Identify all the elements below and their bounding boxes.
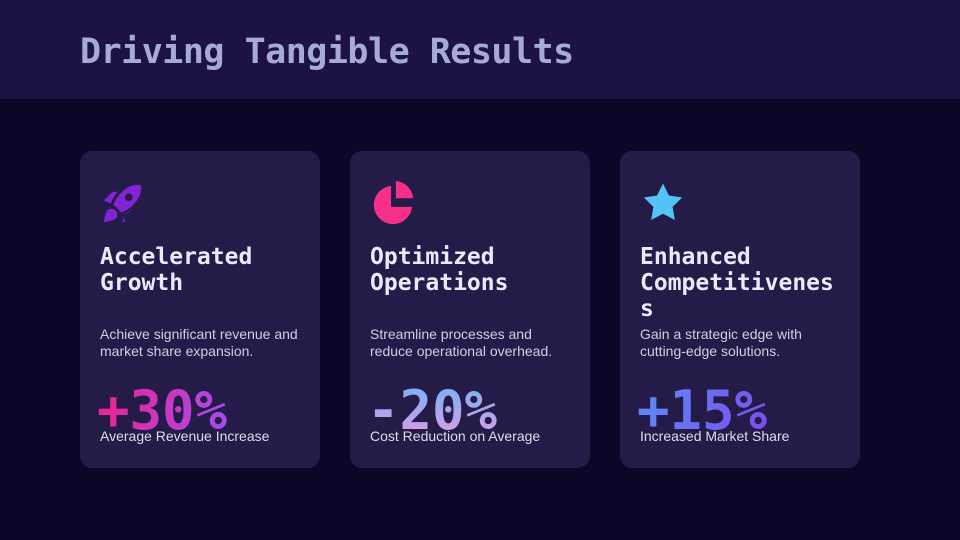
- stat-value: -20%: [367, 379, 498, 442]
- stat-value: +15%: [637, 379, 768, 442]
- card-description: Achieve significant revenue and market s…: [100, 326, 298, 359]
- card-description: Gain a strategic edge with cutting-edge …: [640, 326, 802, 359]
- star-icon: [640, 180, 686, 226]
- rocket-icon: [100, 180, 146, 226]
- card-description: Streamline processes and reduce operatio…: [370, 326, 553, 359]
- card-title: Accelerated Growth: [100, 244, 253, 296]
- pie-chart-icon: [370, 180, 416, 226]
- card-title: Enhanced Competitiveness: [640, 244, 834, 322]
- card-enhanced-competitiveness: Enhanced Competitiveness Gain a strategi…: [620, 151, 860, 468]
- stat-label: Cost Reduction on Average: [370, 428, 541, 444]
- stat-label: Average Revenue Increase: [100, 428, 270, 444]
- stat-value: +30%: [97, 379, 228, 442]
- slide-header: Driving Tangible Results: [0, 0, 960, 99]
- card-optimized-operations: Optimized Operations Streamline processe…: [350, 151, 590, 468]
- slide-title: Driving Tangible Results: [80, 32, 574, 72]
- cards-row: Accelerated Growth Achieve significant r…: [80, 151, 860, 468]
- card-title: Optimized Operations: [370, 244, 509, 296]
- card-accelerated-growth: Accelerated Growth Achieve significant r…: [80, 151, 320, 468]
- stat-label: Increased Market Share: [640, 428, 790, 444]
